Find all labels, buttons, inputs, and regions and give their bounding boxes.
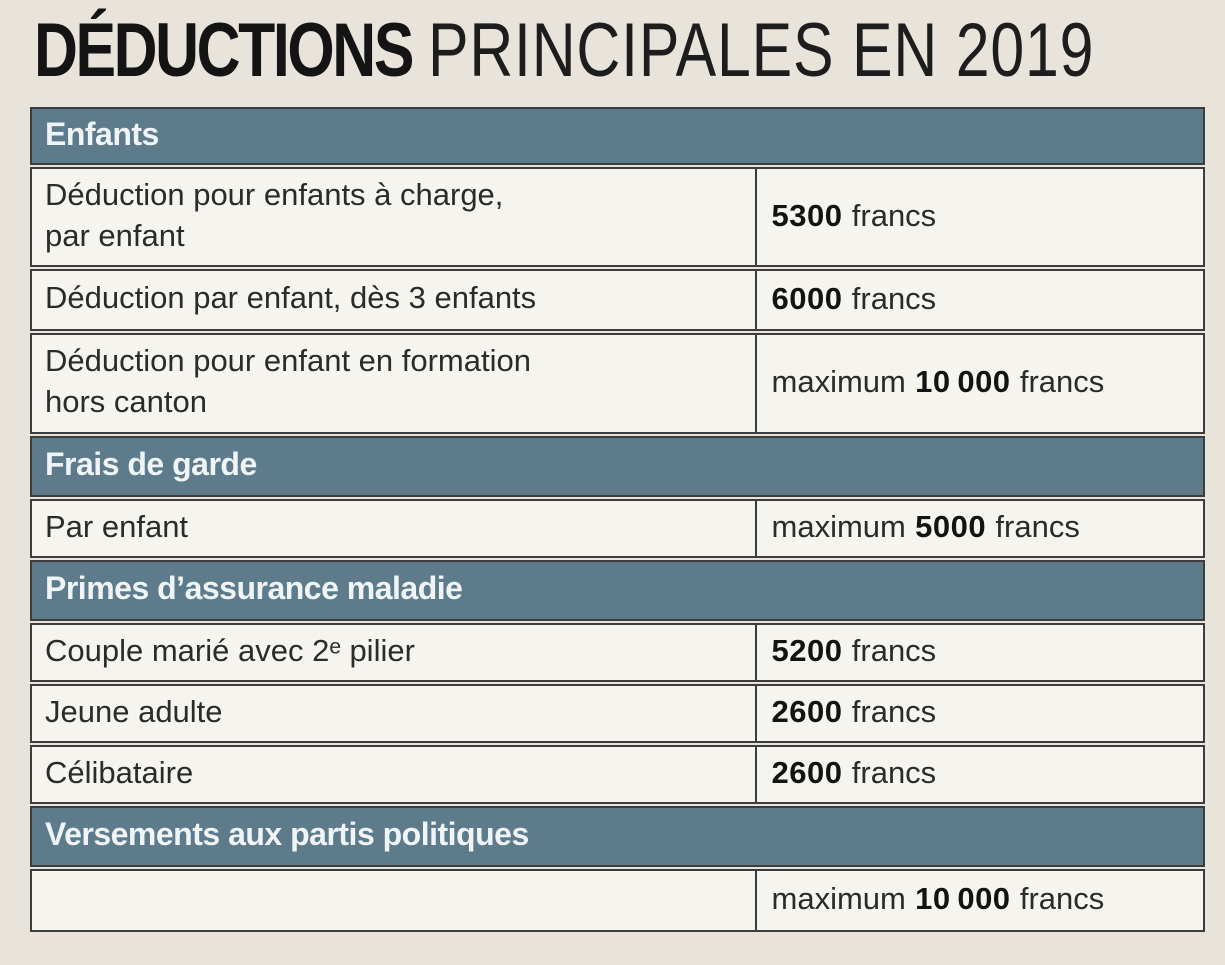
value-unit: francs (851, 694, 937, 730)
row-label-empty (32, 871, 755, 930)
value-unit: francs (995, 509, 1080, 545)
section-header-enfants: Enfants (30, 107, 1205, 166)
section-header-frais-de-garde: Frais de garde (30, 435, 1205, 497)
value-amount: 5200 (771, 633, 843, 669)
table-row: Jeune adulte 2600 francs (30, 683, 1205, 743)
row-label: Déduction pour enfants à charge, par enf… (45, 177, 504, 253)
value-unit: francs (851, 197, 937, 233)
value-unit: francs (1019, 364, 1105, 400)
section-header-label: Primes d’assurance maladie (45, 569, 463, 606)
section-header-label: Versements aux partis politiques (45, 815, 529, 852)
value-amount: 6000 (771, 280, 843, 316)
row-value: 6000 francs (754, 270, 1204, 329)
section-header-versements-partis-politiques: Versements aux partis politiques (30, 805, 1205, 867)
row-value: 5200 francs (754, 624, 1204, 680)
table-row: Par enfant maximum 5000 francs (30, 498, 1205, 558)
row-value: 2600 francs (754, 746, 1204, 802)
table-row: Couple marié avec 2ᵉ pilier 5200 francs (30, 622, 1205, 682)
table-row: Célibataire 2600 francs (30, 744, 1205, 804)
value-unit: francs (851, 755, 937, 791)
table-row: Déduction par enfant, dès 3 enfants 6000… (30, 268, 1205, 331)
value-amount: 2600 (771, 755, 843, 791)
value-prefix: maximum (771, 364, 906, 400)
value-amount: 5300 (771, 197, 843, 233)
page-title-bold: DÉDUCTIONS (34, 8, 414, 93)
table-row: maximum 10 000 francs (30, 868, 1205, 932)
row-label: Couple marié avec 2ᵉ pilier (45, 632, 415, 668)
value-amount: 10 000 (915, 881, 1011, 917)
section-header-primes-assurance-maladie: Primes d’assurance maladie (30, 559, 1205, 621)
row-value: maximum 10 000 francs (754, 334, 1204, 432)
row-label: Par enfant (45, 508, 189, 544)
row-label: Déduction par enfant, dès 3 enfants (45, 280, 537, 316)
row-value: 5300 francs (754, 169, 1204, 265)
value-unit: francs (851, 280, 937, 316)
deductions-table: Enfants Déduction pour enfants à charge,… (30, 107, 1205, 932)
value-prefix: maximum (771, 509, 906, 545)
row-value: maximum 10 000 francs (754, 870, 1204, 930)
row-value: 2600 francs (754, 685, 1204, 741)
page-title: DÉDUCTIONS PRINCIPALES EN 2019 (34, 8, 1093, 93)
value-amount: 5000 (915, 509, 987, 545)
row-label: Jeune adulte (45, 693, 223, 729)
value-amount: 10 000 (915, 364, 1011, 400)
table-row: Déduction pour enfant en formation hors … (30, 332, 1205, 434)
value-unit: francs (1019, 881, 1105, 917)
row-value: maximum 5000 francs (754, 500, 1204, 556)
section-header-label: Frais de garde (45, 445, 257, 482)
value-prefix: maximum (771, 881, 906, 917)
row-label: Déduction pour enfant en formation hors … (45, 343, 531, 420)
section-header-label: Enfants (45, 115, 159, 152)
page-title-light: PRINCIPALES EN 2019 (427, 8, 1095, 93)
value-amount: 2600 (771, 694, 843, 730)
row-label: Célibataire (45, 754, 194, 790)
value-unit: francs (851, 633, 937, 669)
table-row: Déduction pour enfants à charge, par enf… (30, 167, 1205, 267)
